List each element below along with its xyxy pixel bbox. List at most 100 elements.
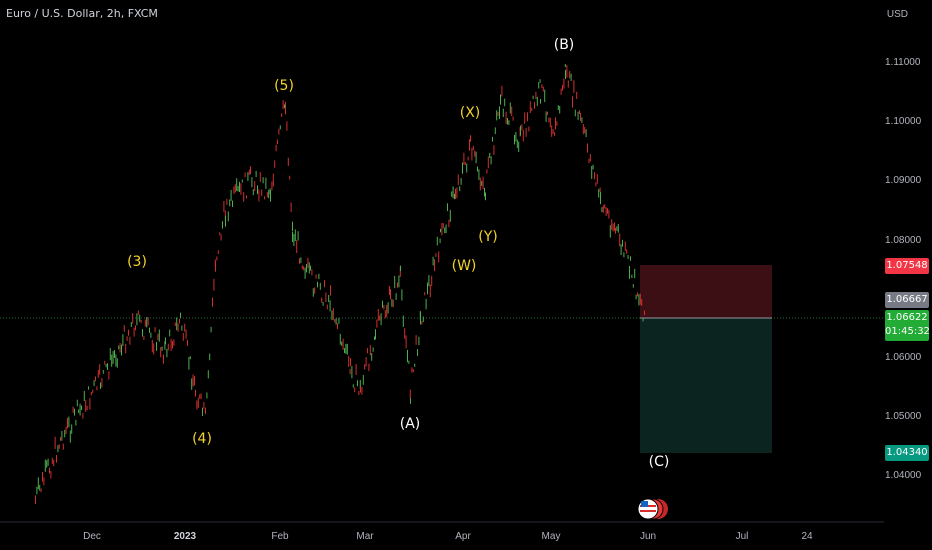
candle xyxy=(487,156,489,169)
candle xyxy=(409,389,411,399)
candle xyxy=(362,375,364,385)
price-label: 1.04000 xyxy=(885,470,922,481)
candle xyxy=(125,343,127,354)
bar-countdown: 01:45:32 xyxy=(885,326,930,337)
candle xyxy=(391,298,393,307)
candle xyxy=(161,346,163,351)
candle xyxy=(239,181,240,192)
candle xyxy=(460,177,462,185)
candle xyxy=(424,292,426,296)
reward-zone[interactable] xyxy=(640,318,772,453)
wave-label-3[interactable]: (3) xyxy=(127,254,147,270)
wave-label-5[interactable]: (5) xyxy=(274,78,294,94)
candle xyxy=(114,350,115,358)
candle xyxy=(579,110,580,114)
candle xyxy=(237,186,239,192)
candle xyxy=(109,348,111,361)
candle xyxy=(630,256,631,261)
candle xyxy=(548,117,550,123)
candle xyxy=(196,400,198,410)
candle xyxy=(165,337,166,345)
candle xyxy=(314,287,316,294)
candle xyxy=(509,102,511,114)
candle xyxy=(522,129,524,142)
candle xyxy=(156,341,157,351)
candle xyxy=(324,280,325,288)
candle xyxy=(614,222,615,231)
candle xyxy=(595,182,597,187)
candle xyxy=(557,105,559,111)
candle xyxy=(439,238,441,244)
wave-label-4[interactable]: (4) xyxy=(192,431,212,447)
wave-label-w[interactable]: (W) xyxy=(451,258,477,274)
candle xyxy=(265,177,267,189)
candle xyxy=(304,267,306,279)
candle xyxy=(200,393,202,399)
time-label: Jun xyxy=(639,531,657,542)
candle xyxy=(179,318,180,324)
wave-label-x[interactable]: (X) xyxy=(459,105,481,121)
candle xyxy=(425,298,427,310)
candle xyxy=(376,319,378,328)
candle xyxy=(384,310,386,319)
candle xyxy=(551,125,553,137)
candle xyxy=(627,254,629,260)
candle xyxy=(44,459,46,472)
candle xyxy=(213,278,215,291)
candle xyxy=(604,204,606,209)
candle xyxy=(559,106,561,114)
candle xyxy=(123,325,125,332)
candle xyxy=(261,189,263,196)
candle xyxy=(217,250,219,254)
candle xyxy=(525,128,527,137)
candle xyxy=(451,191,453,197)
wave-label-y[interactable]: (Y) xyxy=(478,229,498,245)
us-flag-event-icon[interactable] xyxy=(638,497,668,521)
candle xyxy=(587,143,588,153)
candle xyxy=(92,389,94,394)
candle xyxy=(197,397,199,408)
candle xyxy=(216,256,218,261)
candle xyxy=(299,258,300,264)
candle xyxy=(493,145,495,155)
candle xyxy=(496,110,498,121)
candle xyxy=(191,378,193,390)
candle xyxy=(58,444,60,449)
candle xyxy=(225,215,226,227)
candle xyxy=(194,376,195,386)
candle xyxy=(254,181,256,192)
candle xyxy=(119,343,121,353)
candle xyxy=(377,309,379,321)
candle xyxy=(82,413,84,419)
currency-label[interactable]: USD xyxy=(886,9,908,20)
candle xyxy=(101,378,103,388)
candle xyxy=(96,386,98,391)
candle xyxy=(584,127,586,134)
candle xyxy=(598,189,600,198)
candle xyxy=(617,223,619,233)
wave-label-a[interactable]: (A) xyxy=(399,416,421,432)
wave-label-c[interactable]: (C) xyxy=(648,454,670,470)
candle xyxy=(121,344,122,356)
candle xyxy=(591,166,593,179)
candle xyxy=(75,419,77,426)
candle xyxy=(479,177,481,191)
candle xyxy=(612,223,614,232)
candle xyxy=(398,275,400,288)
price-label: 1.11000 xyxy=(885,57,921,68)
candle xyxy=(536,96,538,106)
candle xyxy=(400,265,401,272)
candle xyxy=(308,262,310,274)
risk-zone[interactable] xyxy=(640,265,772,318)
candle xyxy=(56,455,57,463)
candle xyxy=(411,367,413,373)
candle xyxy=(223,201,225,212)
candle xyxy=(392,299,394,308)
candle xyxy=(397,282,398,288)
candle xyxy=(234,184,236,193)
wave-label-b[interactable]: (B) xyxy=(553,37,575,53)
candle xyxy=(240,183,242,195)
candle xyxy=(344,348,345,353)
